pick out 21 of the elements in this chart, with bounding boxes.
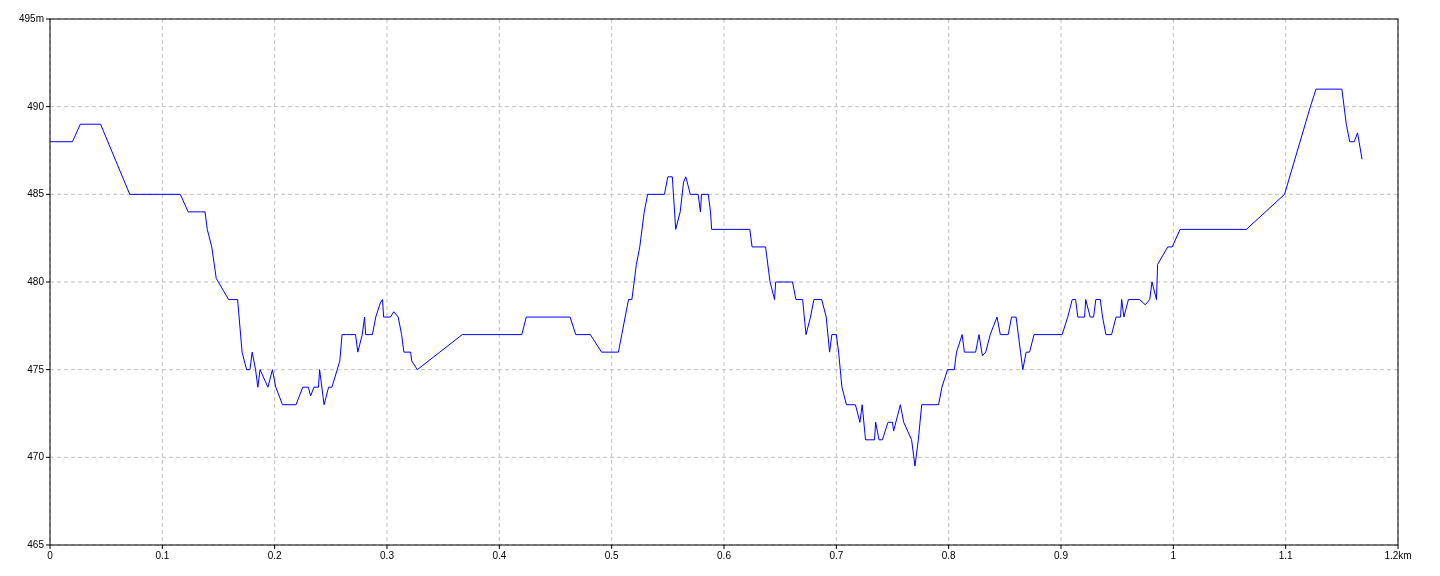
y-tick-label: 490: [27, 100, 45, 112]
y-tick-label: 485: [27, 188, 45, 200]
y-tick-label: 470: [27, 451, 45, 463]
x-tick-label: 0.4: [492, 550, 507, 561]
x-tick-label: 0.3: [380, 550, 395, 561]
y-tick-label: 495m: [18, 13, 44, 24]
x-tick-label: 1.2km: [1384, 550, 1412, 561]
x-tick-label: 0.9: [1054, 550, 1069, 561]
line-series: [49, 88, 1363, 467]
x-tick-label: 0.1: [155, 550, 170, 561]
y-tick-label: 465: [27, 539, 45, 550]
x-tick-label: 0.2: [267, 550, 283, 561]
x-tick-label: 1.1: [1278, 550, 1294, 561]
y-tick-label: 475: [27, 363, 45, 375]
x-tick-label: 1: [1170, 550, 1177, 561]
x-tick-label: 0.5: [604, 550, 620, 561]
x-tick-label: 0: [47, 550, 54, 561]
x-tick-label: 0.7: [829, 550, 844, 561]
x-tick-label: 0.6: [717, 550, 732, 561]
y-tick-label: 480: [27, 276, 45, 287]
x-tick-label: 0.8: [941, 550, 957, 561]
